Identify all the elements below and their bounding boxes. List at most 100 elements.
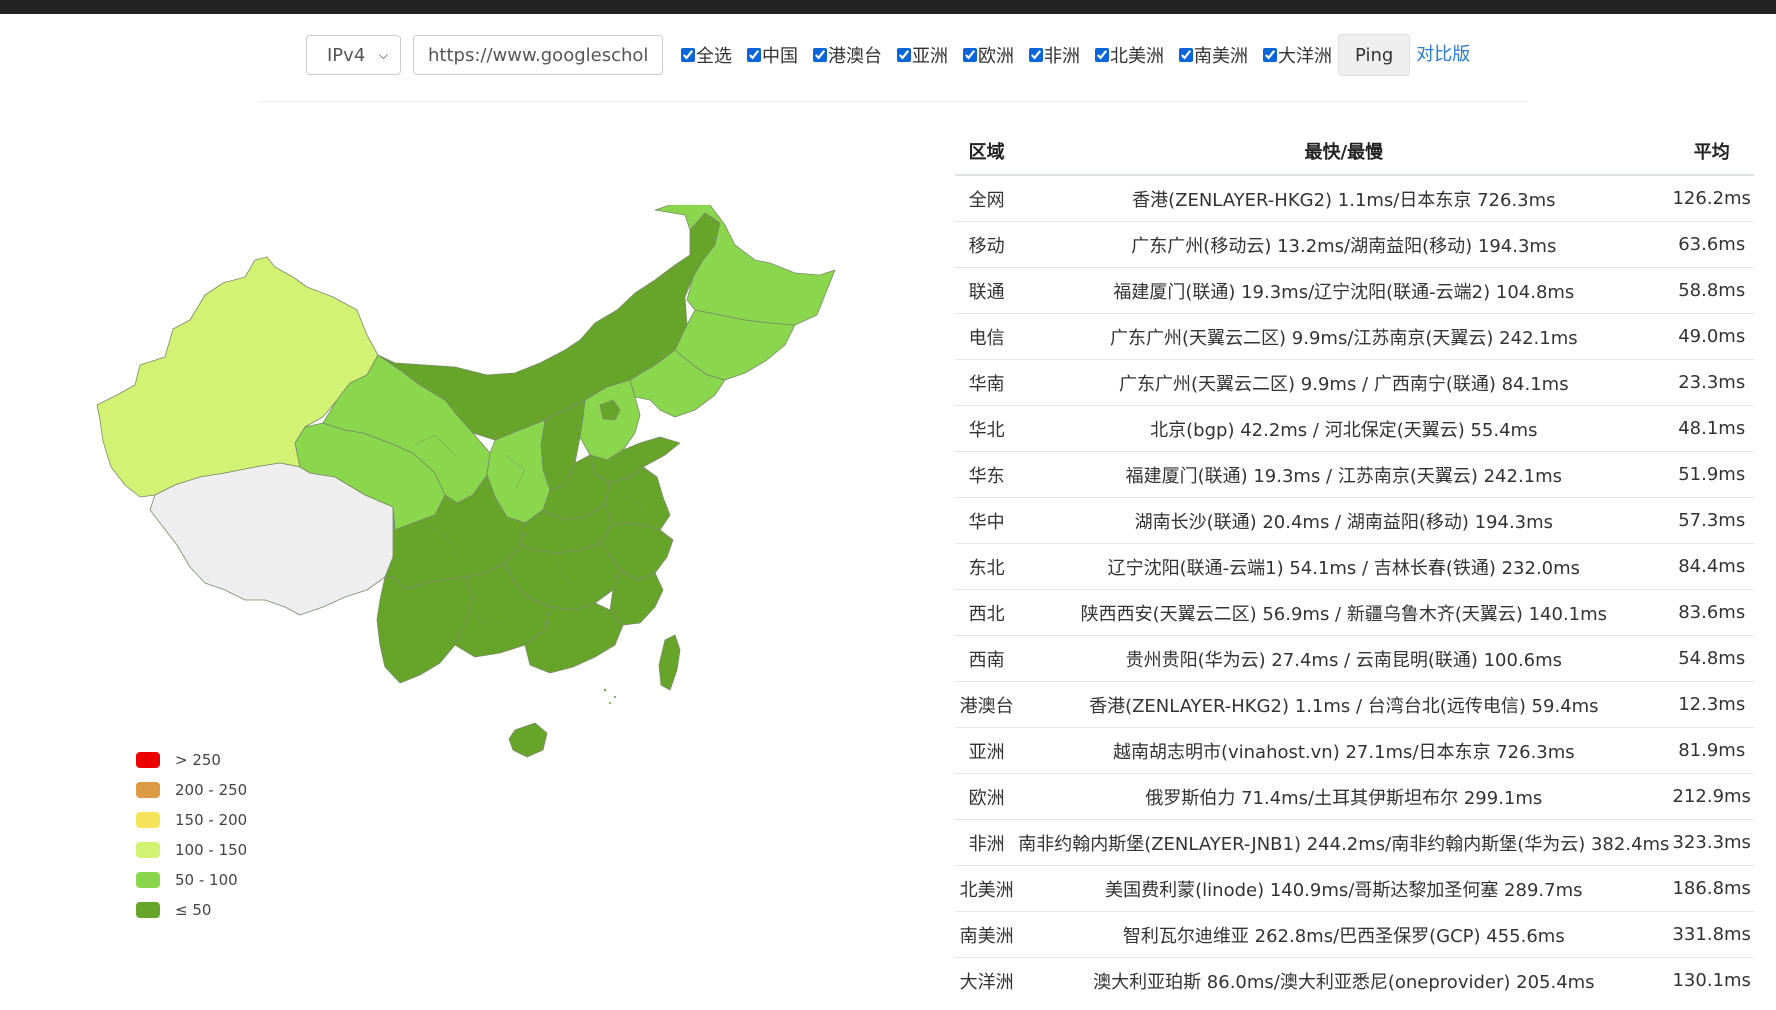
legend-item[interactable]: 50 - 100 (136, 865, 247, 895)
table-row: 电信 广东广州(天翼云二区) 9.9ms/江苏南京(天翼云) 242.1ms 49.… (955, 313, 1754, 360)
cell-avg: 48.1ms (1669, 405, 1754, 452)
checkbox-input[interactable] (1029, 48, 1043, 62)
region-checkbox[interactable]: 非洲 (1029, 42, 1080, 68)
legend-item[interactable]: > 250 (136, 745, 247, 775)
checkbox-input[interactable] (1095, 48, 1109, 62)
cell-avg: 54.8ms (1669, 635, 1754, 682)
legend-item[interactable]: 150 - 200 (136, 805, 247, 835)
cell-avg: 57.3ms (1669, 497, 1754, 544)
region-checkbox[interactable]: 欧洲 (963, 42, 1014, 68)
table-row: 西南 贵州贵阳(华为云) 27.4ms / 云南昆明(联通) 100.6ms 54.… (955, 635, 1754, 682)
region-checkbox[interactable]: 南美洲 (1179, 42, 1248, 68)
legend-label: ≤ 50 (175, 901, 212, 919)
cell-range: 陕西西安(天翼云二区) 56.9ms / 新疆乌鲁木齐(天翼云) 140.1ms (1018, 589, 1670, 636)
region-checkbox[interactable]: 港澳台 (813, 42, 882, 68)
map-region-tibet[interactable] (149, 462, 396, 616)
cell-range: 香港(ZENLAYER-HKG2) 1.1ms/日本东京 726.3ms (1018, 174, 1670, 222)
legend-swatch (136, 752, 160, 768)
ping-stats-table: 区域 最快/最慢 平均 全网 香港(ZENLAYER-HKG2) 1.1ms/日本… (955, 128, 1754, 1003)
table-row: 华中 湖南长沙(联通) 20.4ms / 湖南益阳(移动) 194.3ms 57.3… (955, 497, 1754, 544)
cell-range: 贵州贵阳(华为云) 27.4ms / 云南昆明(联通) 100.6ms (1018, 635, 1670, 682)
cell-region: 西北 (955, 589, 1019, 636)
table-row: 东北 辽宁沈阳(联通-云端1) 54.1ms / 吉林长春(铁通) 232.0ms… (955, 543, 1754, 590)
checkbox-input[interactable] (1179, 48, 1193, 62)
cell-region: 北美洲 (955, 865, 1019, 912)
table-row: 港澳台 香港(ZENLAYER-HKG2) 1.1ms / 台湾台北(远传电信) … (955, 681, 1754, 728)
cell-region: 联通 (955, 267, 1019, 314)
checkbox-input[interactable] (897, 48, 911, 62)
checkbox-label: 欧洲 (978, 46, 1014, 67)
map-region-fujian[interactable] (609, 569, 664, 626)
region-checkbox[interactable]: 北美洲 (1095, 42, 1164, 68)
cell-range: 福建厦门(联通) 19.3ms/辽宁沈阳(联通-云端2) 104.8ms (1018, 267, 1670, 314)
cell-range: 北京(bgp) 42.2ms / 河北保定(天翼云) 55.4ms (1018, 405, 1670, 452)
map-region-guangdong[interactable] (524, 602, 624, 674)
cell-avg: 23.3ms (1669, 359, 1754, 406)
cell-region: 华东 (955, 451, 1019, 498)
cell-avg: 331.8ms (1669, 911, 1754, 958)
region-checkbox[interactable]: 全选 (681, 42, 732, 68)
table-row: 大洋洲 澳大利亚珀斯 86.0ms/澳大利亚悉尼(oneprovider) 205… (955, 957, 1754, 1003)
legend: > 250 200 - 250 150 - 200 100 - 150 50 - 100… (136, 745, 247, 925)
cell-region: 移动 (955, 221, 1019, 268)
checkbox-input[interactable] (813, 48, 827, 62)
legend-item[interactable]: 200 - 250 (136, 775, 247, 805)
url-input[interactable] (413, 35, 663, 75)
table-row: 北美洲 美国费利蒙(linode) 140.9ms/哥斯达黎加圣何塞 289.7m… (955, 865, 1754, 912)
map-region-liaoning[interactable] (629, 349, 726, 418)
checkbox-label: 北美洲 (1110, 46, 1164, 67)
compare-link[interactable]: 对比版 (1416, 44, 1471, 65)
checkbox-label: 非洲 (1044, 46, 1080, 67)
checkbox-label: 亚洲 (912, 46, 948, 67)
cell-range: 广东广州(移动云) 13.2ms/湖南益阳(移动) 194.3ms (1018, 221, 1670, 268)
region-checkbox[interactable]: 大洋洲 (1263, 42, 1332, 68)
map-region-hainan[interactable] (508, 722, 548, 758)
checkbox-input[interactable] (1263, 48, 1277, 62)
table-row: 华南 广东广州(天翼云二区) 9.9ms / 广西南宁(联通) 84.1ms 23.… (955, 359, 1754, 406)
legend-swatch (136, 872, 160, 888)
region-checkbox[interactable]: 亚洲 (897, 42, 948, 68)
toolbar: IPv4 ⌵ 全选 中国 港澳台 亚洲 欧洲 非洲 北美洲 南美洲 大洋洲 Ping 对比版 (306, 34, 1471, 76)
map-region-taiwan[interactable] (658, 634, 681, 691)
checkbox-label: 港澳台 (828, 46, 882, 67)
cell-avg: 49.0ms (1669, 313, 1754, 360)
legend-swatch (136, 902, 160, 918)
checkbox-input[interactable] (963, 48, 977, 62)
cell-avg: 84.4ms (1669, 543, 1754, 590)
table-row: 西北 陕西西安(天翼云二区) 56.9ms / 新疆乌鲁木齐(天翼云) 140.1… (955, 589, 1754, 636)
cell-avg: 12.3ms (1669, 681, 1754, 728)
cell-region: 大洋洲 (955, 957, 1019, 1003)
cell-range: 湖南长沙(联通) 20.4ms / 湖南益阳(移动) 194.3ms (1018, 497, 1670, 544)
checkbox-label: 全选 (696, 46, 732, 67)
legend-label: 200 - 250 (175, 781, 248, 799)
checkbox-input[interactable] (747, 48, 761, 62)
legend-item[interactable]: ≤ 50 (136, 895, 247, 925)
chevron-down-icon: ⌵ (378, 48, 388, 62)
cell-range: 南非约翰内斯堡(ZENLAYER-JNB1) 244.2ms/南非约翰内斯堡(华… (1018, 819, 1670, 866)
cell-avg: 83.6ms (1669, 589, 1754, 636)
legend-label: 50 - 100 (175, 871, 238, 889)
checkbox-input[interactable] (681, 48, 695, 62)
ping-button[interactable]: Ping (1338, 34, 1411, 76)
cell-range: 福建厦门(联通) 19.3ms / 江苏南京(天翼云) 242.1ms (1018, 451, 1670, 498)
cell-range: 香港(ZENLAYER-HKG2) 1.1ms / 台湾台北(远传电信) 59.… (1018, 681, 1670, 728)
legend-item[interactable]: 100 - 150 (136, 835, 247, 865)
cell-range: 澳大利亚珀斯 86.0ms/澳大利亚悉尼(oneprovider) 205.4m… (1018, 957, 1670, 1003)
cell-avg: 58.8ms (1669, 267, 1754, 314)
ip-version-select[interactable]: IPv4 ⌵ (306, 35, 401, 75)
table-body: 全网 香港(ZENLAYER-HKG2) 1.1ms/日本东京 726.3ms 12… (955, 174, 1754, 1003)
legend-label: 150 - 200 (175, 811, 248, 829)
cell-range: 美国费利蒙(linode) 140.9ms/哥斯达黎加圣何塞 289.7ms (1018, 865, 1670, 912)
region-checkbox[interactable]: 中国 (747, 42, 798, 68)
cell-avg: 51.9ms (1669, 451, 1754, 498)
region-filters: 全选 中国 港澳台 亚洲 欧洲 非洲 北美洲 南美洲 大洋洲 (681, 42, 1347, 68)
cell-region: 东北 (955, 543, 1019, 590)
cell-avg: 63.6ms (1669, 221, 1754, 268)
map-region-yunnan[interactable] (376, 576, 474, 684)
checkbox-label: 南美洲 (1194, 46, 1248, 67)
ip-version-value: IPv4 (327, 44, 366, 66)
map-region-beijing[interactable] (599, 399, 621, 421)
cell-range: 辽宁沈阳(联通-云端1) 54.1ms / 吉林长春(铁通) 232.0ms (1018, 543, 1670, 590)
cell-avg: 186.8ms (1669, 865, 1754, 912)
table-row: 移动 广东广州(移动云) 13.2ms/湖南益阳(移动) 194.3ms 63.6m… (955, 221, 1754, 268)
